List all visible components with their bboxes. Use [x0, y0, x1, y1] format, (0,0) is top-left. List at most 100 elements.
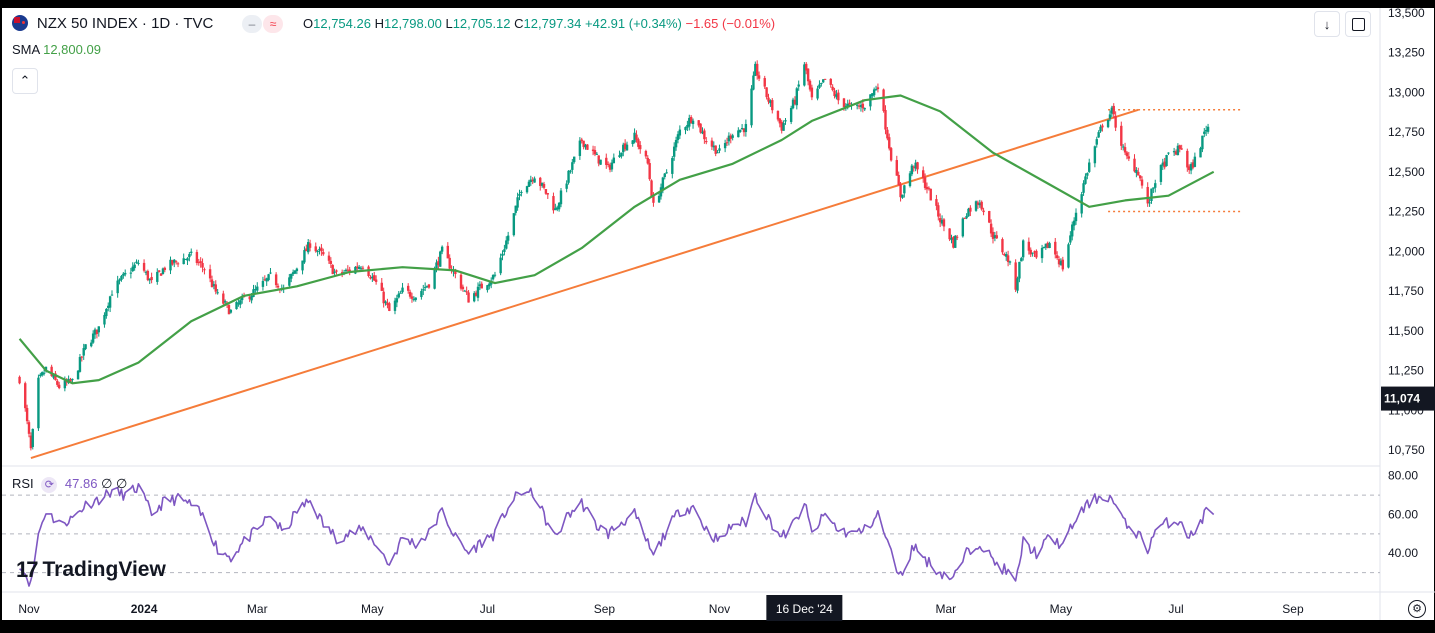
candle-body [1095, 139, 1098, 145]
candle-body [439, 251, 442, 267]
price-tick-label: 11,750 [1388, 284, 1424, 298]
candle-body [1031, 252, 1034, 254]
candle-body [354, 266, 357, 274]
candle-body [657, 195, 661, 203]
candle-body [131, 266, 134, 272]
candle-body [124, 272, 127, 275]
sma-legend[interactable]: SMA 12,800.09 [12, 42, 101, 57]
candle-body [795, 88, 799, 106]
candle-body [174, 261, 178, 263]
candle-body [646, 157, 649, 164]
download-button[interactable]: ↓ [1314, 11, 1340, 37]
ohlc-values: O12,754.26 H12,798.00 L12,705.12 C12,797… [303, 16, 775, 31]
candle-body [505, 240, 508, 249]
candle-body [533, 178, 536, 183]
candle-body [486, 285, 489, 291]
candle-body [1148, 202, 1151, 204]
candle-body [290, 273, 293, 279]
candle-body [54, 373, 57, 380]
candle-body [835, 94, 838, 98]
candle-body [461, 286, 465, 290]
candle-body [518, 194, 521, 196]
time-tick-label: Jul [1168, 602, 1183, 616]
candle-body [712, 145, 716, 148]
candle-body [307, 242, 310, 253]
candle-body [1099, 126, 1102, 132]
candle-body [1020, 258, 1023, 262]
candle-body [499, 257, 502, 274]
market-status-icon[interactable]: – [242, 15, 262, 33]
candle-body [567, 170, 570, 183]
candle-body [107, 305, 110, 308]
candle-body [425, 285, 429, 287]
candle-body [901, 194, 904, 198]
candle-body [927, 187, 931, 189]
candle-body [1033, 251, 1036, 253]
candle-body [697, 120, 700, 126]
candle-body [322, 252, 325, 255]
candle-body [210, 279, 214, 288]
time-tick-label: 2024 [131, 602, 158, 616]
candle-body [540, 183, 544, 186]
candle-body [676, 134, 680, 140]
candle-body [303, 250, 306, 263]
candle-body [803, 64, 806, 86]
symbol-title[interactable]: NZX 50 INDEX · 1D · TVC [36, 15, 214, 32]
candle-body [329, 260, 333, 264]
collapse-legend-button[interactable]: ⌃ [12, 68, 38, 94]
candle-body [163, 267, 167, 271]
candle-body [263, 279, 267, 281]
sma-line [18, 94, 1215, 385]
candle-body [569, 170, 572, 172]
delayed-data-icon[interactable]: ≈ [263, 15, 283, 33]
candle-body [639, 145, 642, 150]
candle-body [605, 157, 608, 165]
candle-body [855, 104, 859, 106]
chart-settings-button[interactable]: ⚙ [1408, 600, 1426, 618]
candle-body [397, 293, 400, 298]
candle-body [1138, 175, 1142, 179]
candle-body [988, 211, 991, 223]
candle-body [1150, 188, 1153, 201]
rsi-legend[interactable]: RSI ⟳ 47.86 ∅ ∅ [12, 476, 127, 493]
candle-body [1044, 243, 1048, 248]
candle-body [665, 172, 668, 174]
candle-body [520, 191, 523, 194]
fullscreen-button[interactable] [1345, 11, 1371, 37]
time-tick-label: Jul [480, 602, 495, 616]
tradingview-logo[interactable]: 17 TradingView [16, 557, 166, 583]
candle-body [674, 139, 678, 148]
candle-body [214, 284, 217, 292]
candle-body [1097, 132, 1100, 138]
candle-body [1106, 119, 1110, 128]
candle-body [1008, 261, 1012, 263]
candle-body [1080, 194, 1083, 214]
candle-body [1059, 261, 1063, 265]
candle-body [197, 262, 200, 264]
candle-body [344, 269, 348, 272]
candle-body [501, 253, 504, 256]
rsi-settings-icon[interactable]: ⟳ [41, 477, 58, 493]
candle-body [235, 302, 238, 310]
candle-body [135, 261, 138, 263]
candle-body [171, 260, 174, 265]
sma-label: SMA [12, 42, 40, 57]
candle-body [406, 285, 410, 291]
candle-body [1055, 255, 1059, 259]
candle-body [503, 249, 506, 252]
candle-body [1082, 183, 1085, 193]
candle-body [586, 144, 589, 150]
candle-body [348, 269, 351, 273]
candle-body [116, 280, 119, 294]
candle-body [371, 276, 374, 279]
candle-body [1154, 183, 1157, 188]
candle-body [1188, 166, 1191, 171]
download-arrow-icon: ↓ [1323, 16, 1331, 32]
candle-body [188, 254, 191, 258]
candle-body [859, 105, 863, 108]
rsi-line [19, 482, 1215, 587]
candle-body [782, 123, 785, 131]
candle-body [361, 267, 365, 269]
candle-body [380, 282, 383, 291]
